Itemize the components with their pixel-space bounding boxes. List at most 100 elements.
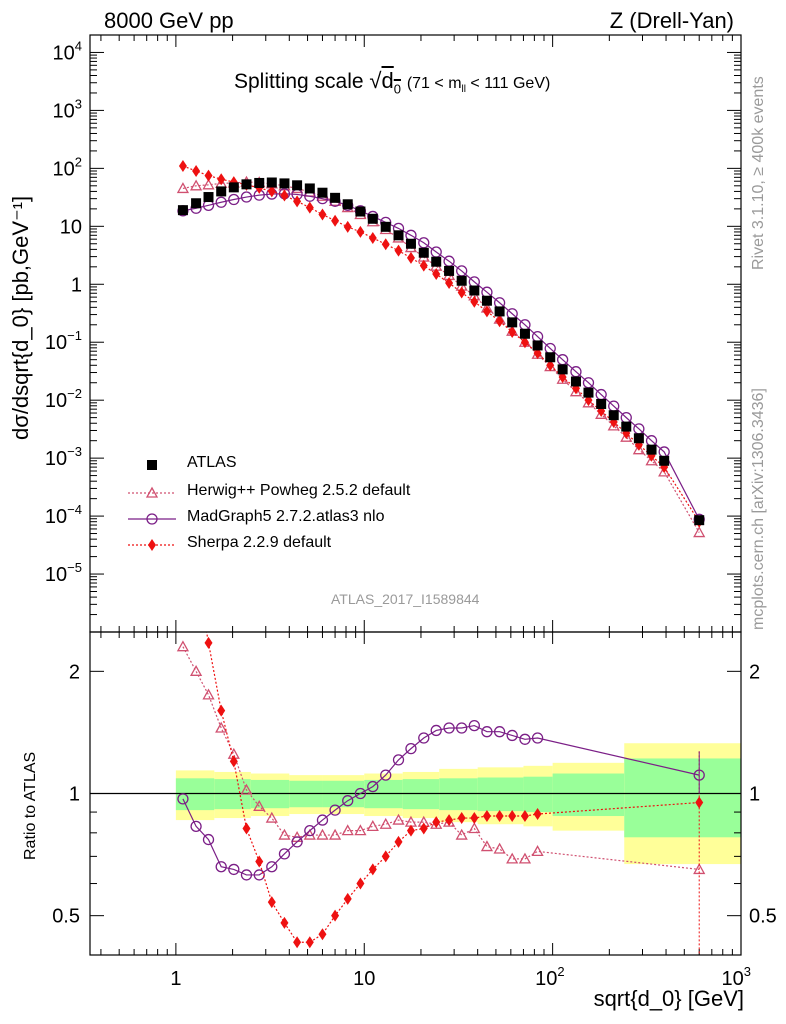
data-point	[405, 238, 416, 249]
mcplots-credit: mcplots.cern.ch [arXiv:1306.3436]	[750, 388, 767, 630]
ratio-point	[457, 812, 466, 825]
data-point	[583, 387, 594, 398]
data-point	[633, 433, 644, 444]
ratio-point	[406, 824, 415, 837]
rivet-version: Rivet 3.1.10, ≥ 400k events	[750, 76, 767, 270]
data-point	[482, 305, 491, 318]
plot-title-range: (71 < m	[406, 75, 462, 92]
ratio-point	[518, 852, 532, 864]
data-point	[469, 285, 480, 296]
ratio-point	[278, 828, 291, 840]
legend-marker	[146, 513, 158, 525]
y-tick-label: 10−5	[45, 560, 82, 586]
data-point	[177, 205, 188, 216]
data-point	[368, 231, 377, 244]
main-panel	[176, 159, 706, 538]
ratio-point	[506, 852, 519, 864]
ratio-line	[182, 646, 700, 871]
plot-title-sub: ll	[461, 84, 466, 96]
data-point	[659, 455, 670, 466]
data-point	[267, 185, 276, 198]
ratio-point	[468, 719, 480, 732]
ratio-point	[495, 810, 504, 823]
ratio-line	[182, 724, 700, 876]
band-inner	[624, 758, 741, 838]
ratio-point	[331, 909, 340, 922]
ratio-point	[316, 814, 329, 826]
data-point	[381, 238, 390, 251]
ratio-point	[229, 755, 238, 768]
band-inner	[477, 777, 524, 812]
y-axis-label-main: dσ/dsqrt{d_0} [pb,GeV⁻¹]	[8, 195, 33, 440]
x-tick-label: 1	[170, 968, 181, 990]
ratio-point	[228, 863, 240, 876]
data-point	[176, 182, 190, 194]
data-point	[445, 277, 454, 290]
ratio-point	[343, 892, 352, 905]
data-point	[355, 206, 366, 217]
data-point	[241, 179, 252, 190]
analysis-id: ATLAS_2017_I1589844	[331, 591, 480, 607]
series-line	[182, 165, 700, 523]
ratio-point	[392, 813, 405, 825]
data-point	[444, 265, 455, 276]
data-point	[203, 192, 214, 203]
ratio-point	[368, 863, 377, 876]
x-axis-label: sqrt{d_0} [GeV]	[593, 986, 744, 1011]
x-tick-label: 102	[535, 964, 564, 990]
legend-label: ATLAS	[187, 454, 237, 471]
data-point	[356, 225, 365, 238]
data-point	[596, 398, 607, 409]
y-tick-label: 10−4	[45, 502, 82, 528]
y-tick-label: 10−3	[45, 444, 82, 470]
ratio-point	[405, 742, 417, 755]
ratio-point	[215, 861, 227, 873]
ratio-point	[508, 810, 517, 823]
data-point	[406, 251, 415, 264]
ratio-point	[480, 840, 494, 852]
data-point	[293, 195, 302, 208]
ratio-point	[267, 896, 276, 909]
plot-title-main: Splitting scale	[234, 70, 364, 93]
ratio-series-sherpa	[204, 632, 704, 949]
data-point	[305, 201, 314, 214]
ratio-point	[253, 869, 265, 881]
ratio-point	[380, 769, 392, 781]
ratio-point	[418, 732, 430, 744]
legend-marker	[147, 460, 157, 470]
y-tick-label: 104	[53, 38, 82, 64]
data-point	[280, 189, 289, 202]
data-point	[189, 179, 203, 191]
data-point	[481, 295, 492, 306]
ratio-point	[293, 936, 302, 949]
data-point	[215, 196, 227, 208]
ratio-point	[354, 824, 367, 836]
ratio-point	[255, 855, 264, 868]
legend-marker	[148, 539, 156, 551]
ratio-point	[177, 793, 189, 805]
ratio-point	[445, 814, 454, 827]
data-point	[367, 213, 378, 224]
ratio-point	[253, 799, 266, 811]
plot-title-range-end: < 111 GeV)	[465, 75, 551, 92]
header-left: 8000 GeV pp	[104, 8, 234, 33]
series-atlas	[177, 177, 705, 526]
ratio-point	[304, 824, 316, 837]
ratio-point	[379, 817, 392, 829]
header-right: Z (Drell-Yan)	[609, 8, 734, 33]
uncertainty-bands	[175, 743, 741, 865]
legend-label: Sherpa 2.2.9 default	[187, 534, 332, 551]
ratio-point	[215, 721, 228, 733]
ratio-point	[468, 822, 481, 834]
data-point	[508, 326, 517, 339]
ratio-series-madgraph5	[177, 719, 705, 881]
y-tick-label: 10−1	[45, 328, 82, 354]
data-point	[266, 177, 277, 188]
series-madgraph5	[177, 188, 705, 525]
ratio-point	[305, 936, 314, 949]
data-point	[608, 410, 619, 421]
ratio-point	[456, 722, 468, 734]
data-point	[343, 220, 352, 233]
data-point	[217, 173, 226, 186]
ratio-point	[265, 811, 278, 823]
